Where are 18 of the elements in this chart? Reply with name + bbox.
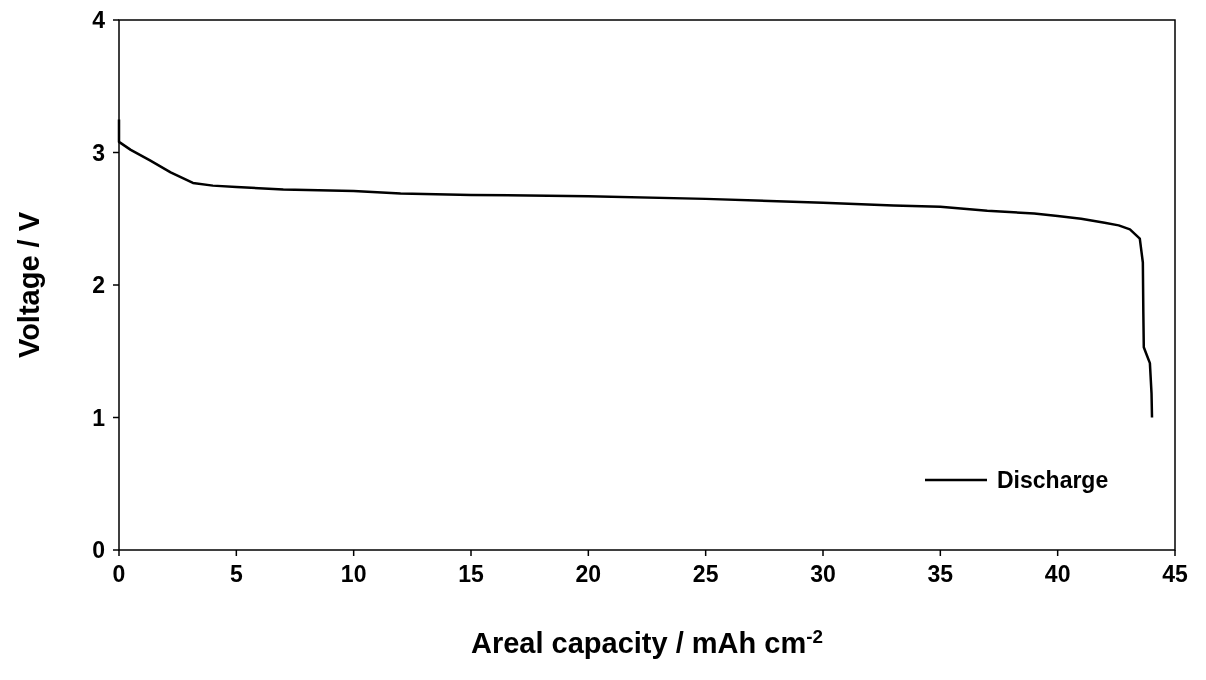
x-tick-label: 5 (229, 561, 243, 587)
x-tick-label: 10 (340, 561, 367, 587)
x-tick-label: 20 (575, 561, 602, 587)
x-tick-label: 40 (1044, 561, 1071, 587)
y-axis-title: Voltage / V (13, 211, 45, 359)
y-tick-label: 2 (92, 272, 105, 299)
y-tick-label: 1 (92, 404, 106, 431)
y-tick-label: 4 (92, 7, 106, 34)
x-tick-label: 45 (1162, 561, 1188, 587)
y-tick-label: 3 (92, 139, 105, 166)
y-tick-label: 0 (92, 537, 105, 564)
x-tick-label: 15 (458, 561, 484, 587)
x-tick-label: 0 (112, 561, 126, 587)
x-tick-label: 35 (927, 561, 954, 587)
x-tick-label: 30 (810, 561, 836, 587)
x-tick-label: 25 (692, 561, 719, 587)
x-axis-title: Areal capacity / mAh cm$^{-2}$ (470, 625, 824, 659)
legend-label: Discharge (997, 467, 1109, 494)
